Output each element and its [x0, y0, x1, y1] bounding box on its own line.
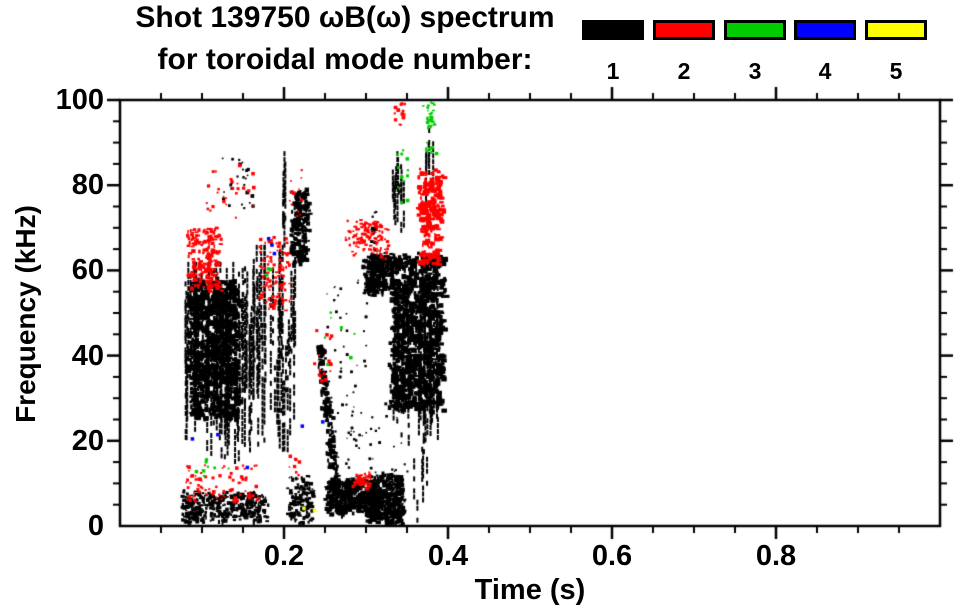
chart-title-line2: for toroidal mode number: — [157, 43, 533, 76]
legend-label-mode-1: 1 — [606, 58, 620, 84]
ytick-60: 60 — [71, 254, 104, 286]
legend-label-mode-4: 4 — [818, 58, 832, 84]
x-axis-title: Time (s) — [474, 574, 586, 606]
ytick-100: 100 — [55, 84, 104, 116]
xtick-0p6: 0.6 — [591, 540, 633, 572]
ytick-40: 40 — [71, 340, 104, 372]
legend-swatch-mode-2 — [653, 20, 715, 40]
legend-label-mode-3: 3 — [748, 58, 762, 84]
chart-title: Shot 139750 ωB(ω) spectrum for toroidal … — [100, 2, 590, 76]
legend-swatch-mode-1 — [582, 20, 644, 40]
legend-swatch-mode-5 — [865, 20, 927, 40]
xtick-0p2: 0.2 — [263, 540, 305, 572]
ytick-0: 0 — [87, 510, 104, 542]
legend-label-mode-5: 5 — [889, 58, 903, 84]
legend-swatch-mode-3 — [724, 20, 786, 40]
legend-swatch-mode-4 — [794, 20, 856, 40]
chart-title-line1: Shot 139750 ωB(ω) spectrum — [135, 1, 555, 34]
xtick-0p4: 0.4 — [427, 540, 469, 572]
legend-label-mode-2: 2 — [677, 58, 691, 84]
xtick-0p8: 0.8 — [755, 540, 797, 572]
ytick-80: 80 — [71, 169, 104, 201]
ytick-20: 20 — [71, 425, 104, 457]
y-axis-title: Frequency (kHz) — [10, 205, 41, 423]
